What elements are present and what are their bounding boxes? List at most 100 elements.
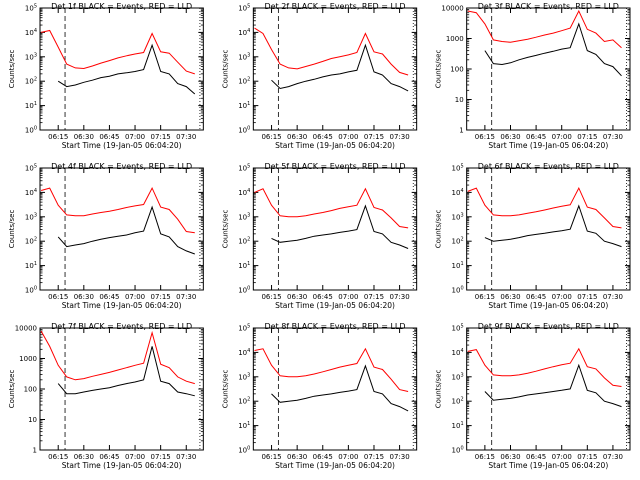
x-tick-label: 07:30 [176,133,196,141]
y-tick-label: 102 [25,237,37,246]
plot-frame [252,7,418,131]
x-tick-label: 06:45 [313,453,333,461]
y-tick-label: 10000 [441,5,463,13]
y-tick-exponent: 0 [247,446,250,452]
x-tick-label: 06:30 [500,133,520,141]
y-tick-exponent: 2 [34,77,37,83]
chart-panel-5: Det 5f BLACK = Events, RED = LLD10010110… [221,162,418,310]
y-tick-exponent: 4 [34,188,37,194]
y-tick-label: 101 [25,261,37,270]
series-line-lld [254,347,409,392]
y-tick-exponent: 2 [460,397,463,403]
y-tick-exponent: 5 [460,324,463,330]
plot-frame [39,167,204,291]
x-tick-label: 06:30 [74,293,94,301]
x-tick-label: 06:15 [475,453,495,461]
series-line-lld [467,186,622,229]
y-tick-exponent: 4 [247,188,250,194]
y-axis-label: Counts/sec [8,370,16,409]
x-tick-label: 07:00 [125,133,145,141]
chart-panel-3: Det 3f BLACK = Events, RED = LLD 1 10 100 10… [435,2,631,150]
y-tick-exponent: 5 [460,164,463,170]
y-tick-label: 101 [238,101,250,110]
series-line-lld [40,29,195,75]
y-tick-exponent: 5 [34,4,37,10]
y-tick-exponent: 3 [247,52,250,58]
x-tick-label: 07:30 [176,293,196,301]
x-tick-label: 06:30 [74,453,94,461]
y-tick-exponent: 4 [34,28,37,34]
x-tick-label: 06:30 [500,453,520,461]
y-tick-exponent: 5 [247,164,250,170]
x-tick-label: 07:00 [552,133,572,141]
y-tick-exponent: 2 [34,237,37,243]
y-axis-label: Counts/sec [8,210,16,249]
y-tick-label: 100 [238,286,250,295]
x-tick-label: 07:15 [577,453,597,461]
series-line-events [271,204,409,249]
x-tick-label: 07:00 [125,453,145,461]
y-tick-exponent: 1 [34,101,37,107]
y-tick-exponent: 2 [247,77,250,83]
plot-frame [39,7,204,131]
y-tick-label: 100 [450,66,463,74]
series-line-events [271,364,409,412]
y-tick-label: 100 [24,386,37,394]
y-tick-label: 104 [452,188,464,197]
y-tick-label: 103 [452,372,464,381]
y-tick-exponent: 1 [247,421,250,427]
x-tick-label: 07:30 [603,133,623,141]
chart-panel-1: Det 1f BLACK = Events, RED = LLD10010110… [8,2,204,150]
x-tick-label: 06:45 [526,133,546,141]
x-tick-label: 07:15 [151,453,171,461]
chart-panel-8: Det 8f BLACK = Events, RED = LLD10010110… [221,322,418,470]
series-line-lld [254,27,409,76]
x-axis-label: Start Time (19-Jan-05 06:04:20) [62,301,182,310]
y-tick-label: 10 [28,416,37,424]
y-tick-label: 105 [25,4,37,13]
y-tick-label: 101 [452,421,464,430]
x-axis-label: Start Time (19-Jan-05 06:04:20) [488,301,608,310]
series-line-events [57,43,196,95]
x-tick-label: 07:15 [364,133,384,141]
y-axis-label: Counts/sec [221,210,229,249]
y-tick-label: 102 [25,77,37,86]
x-axis-label: Start Time (19-Jan-05 06:04:20) [62,141,182,150]
x-tick-label: 07:00 [338,453,358,461]
y-tick-exponent: 4 [247,348,250,354]
y-tick-label: 100 [25,126,37,135]
y-tick-exponent: 1 [247,101,250,107]
chart-title: Det 6f BLACK = Events, RED = LLD [478,162,619,171]
x-tick-label: 06:15 [475,293,495,301]
x-tick-label: 06:45 [526,453,546,461]
x-tick-label: 06:15 [261,133,281,141]
x-tick-label: 07:00 [552,453,572,461]
x-tick-label: 06:30 [74,133,94,141]
y-tick-label: 100 [238,446,250,455]
chart-title: Det 9f BLACK = Events, RED = LLD [478,322,619,331]
y-tick-label: 10 [455,96,464,104]
y-tick-label: 104 [238,188,250,197]
y-tick-exponent: 1 [460,421,463,427]
y-tick-label: 105 [25,164,37,173]
y-tick-exponent: 5 [34,164,37,170]
y-tick-exponent: 1 [34,261,37,267]
y-tick-label: 101 [25,101,37,110]
y-tick-exponent: 1 [460,261,463,267]
y-axis-label: Counts/sec [221,50,229,89]
x-tick-label: 06:30 [287,293,307,301]
plot-frame [466,327,631,451]
y-axis-label: Counts/sec [435,210,443,249]
y-tick-label: 1 [459,127,463,135]
y-tick-label: 100 [25,286,37,295]
y-tick-label: 105 [238,4,250,13]
series-line-lld [40,186,195,234]
series-line-events [484,22,622,77]
y-tick-exponent: 0 [247,286,250,292]
y-tick-label: 105 [452,164,464,173]
y-tick-label: 10000 [15,325,37,333]
x-axis-label: Start Time (19-Jan-05 06:04:20) [275,461,395,470]
chart-panel-9: Det 9f BLACK = Events, RED = LLD10010110… [435,322,631,470]
